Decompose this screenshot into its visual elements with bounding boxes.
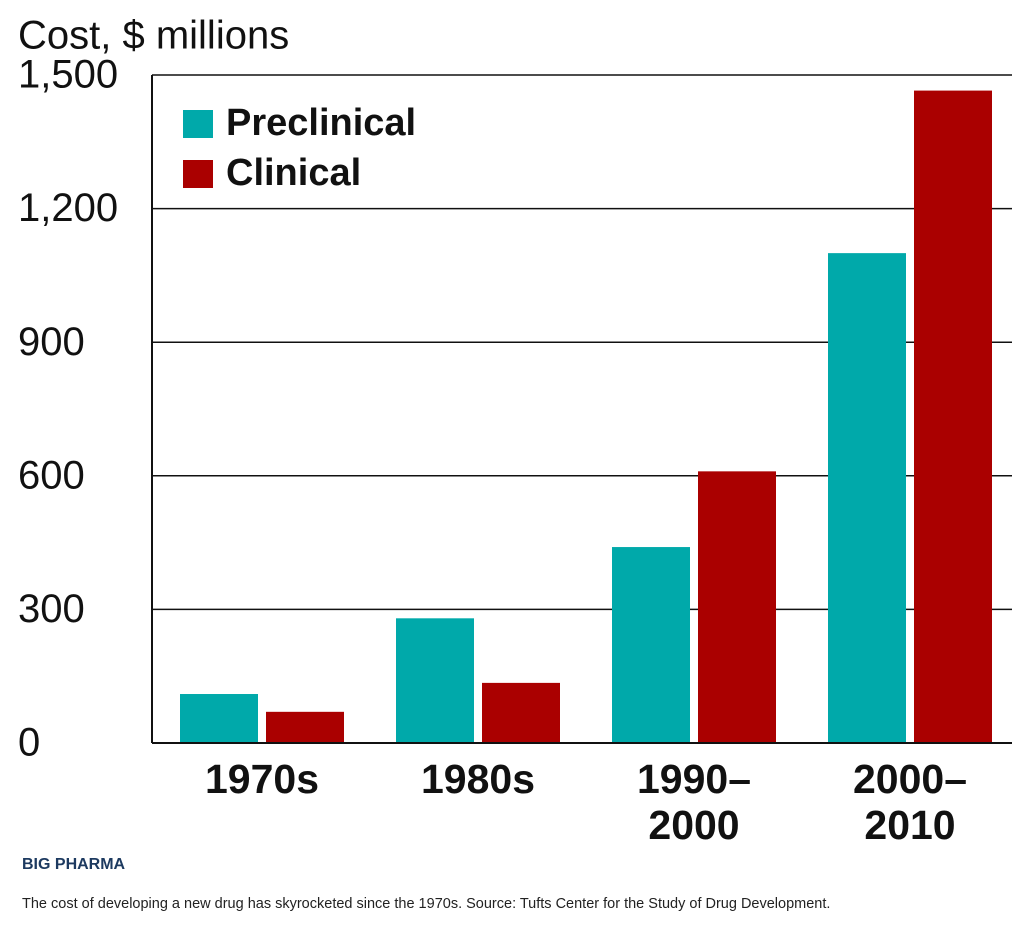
y-tick-label: 0 <box>18 721 40 765</box>
bar <box>612 547 690 743</box>
bar <box>396 618 474 743</box>
bar <box>180 694 258 743</box>
y-tick-label: 600 <box>18 453 85 497</box>
bar <box>698 471 776 743</box>
y-tick-label: 1,500 <box>18 53 118 97</box>
x-tick-label: 1970s <box>204 756 319 802</box>
legend-swatch <box>183 110 213 138</box>
x-tick-label: 1990– 2000 <box>636 756 751 848</box>
x-tick-label: 1980s <box>420 756 535 802</box>
legend-swatch <box>183 160 213 188</box>
bar <box>914 90 992 743</box>
y-tick-label: 900 <box>18 320 85 364</box>
y-tick-label: 300 <box>18 587 85 631</box>
chart-title: Cost, $ millions <box>18 14 289 58</box>
legend-label: Preclinical <box>226 102 416 144</box>
bar <box>482 682 560 743</box>
caption-text: The cost of developing a new drug has sk… <box>22 896 831 912</box>
x-tick-label: 2000– 2010 <box>852 756 967 848</box>
legend-label: Clinical <box>226 152 361 194</box>
y-tick-label: 1,200 <box>18 186 118 230</box>
caption-heading: BIG PHARMA <box>22 856 126 873</box>
bar <box>828 253 906 743</box>
chart: Cost, $ millions 0 300 600 900 1,200 1,500 Pre… <box>18 14 1012 765</box>
bar <box>266 711 344 743</box>
